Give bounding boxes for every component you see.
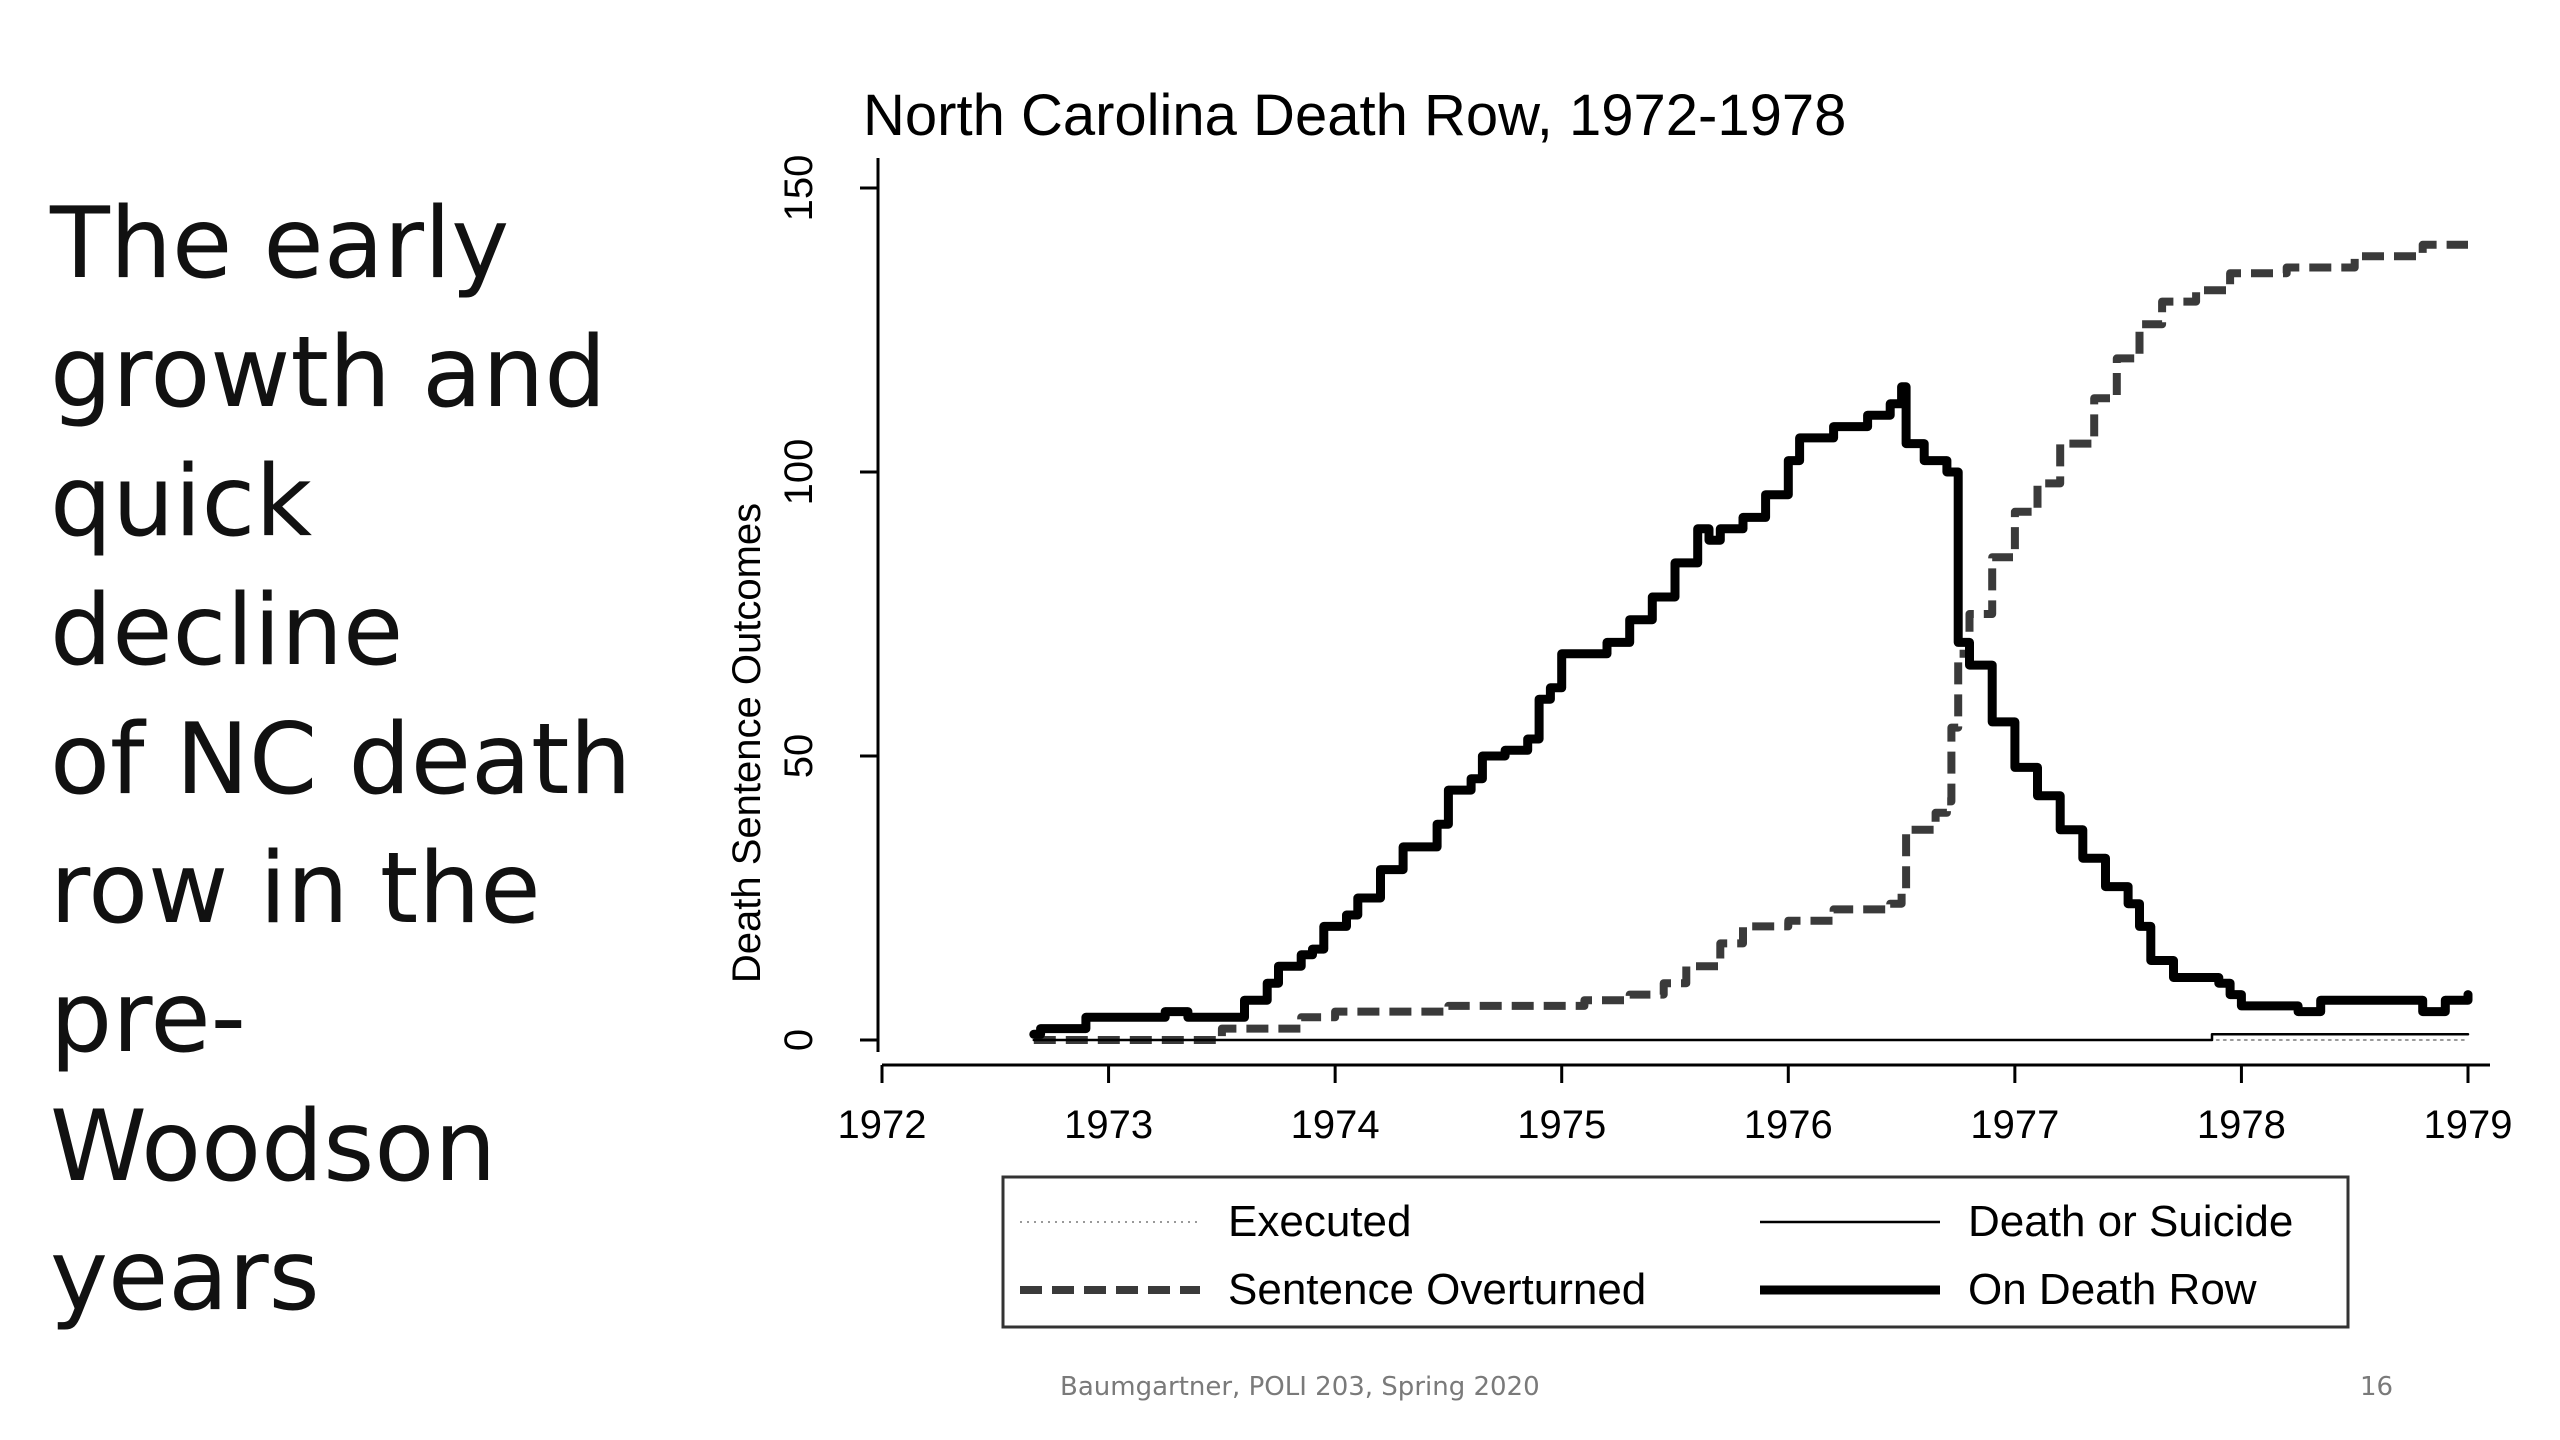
y-axis-label: Death Sentence Outcomes <box>725 503 769 983</box>
x-tick-label: 1976 <box>1744 1103 1833 1147</box>
series-line-sentence-overturned <box>1033 240 2468 1044</box>
heading-line: years <box>50 1219 320 1333</box>
heading-line: row in the <box>50 832 541 946</box>
x-tick-label: 1978 <box>2197 1103 2286 1147</box>
legend-box <box>1001 1175 2350 1329</box>
legend: Executed Sentence Overturned Death or Suic… <box>1001 1175 2350 1329</box>
series-line-on-death-row <box>1029 382 2473 1039</box>
legend-label: Sentence Overturned <box>1228 1265 1646 1314</box>
series-layer <box>1029 240 2473 1044</box>
x-tick-label: 1974 <box>1291 1103 1380 1147</box>
heading-line: pre- <box>50 961 246 1075</box>
x-tick-label: 1975 <box>1517 1103 1606 1147</box>
heading-line: growth and <box>50 316 607 430</box>
x-axis: 1972 1973 1974 1975 1976 1977 1978 1979 <box>838 1063 2513 1147</box>
heading-line: of NC death <box>50 703 632 817</box>
legend-label: Death or Suicide <box>1968 1197 2293 1246</box>
y-axis: 0 50 100 150 <box>777 155 880 1052</box>
y-tick-label: 0 <box>777 1029 821 1051</box>
legend-label: On Death Row <box>1968 1265 2257 1314</box>
heading-line: quick decline <box>50 445 404 688</box>
page-number: 16 <box>2360 1372 2394 1402</box>
y-tick-label: 100 <box>777 439 821 506</box>
slide-heading: The early growth and quick decline of NC de… <box>50 180 690 1341</box>
series-line-death-or-suicide <box>1032 1033 2470 1042</box>
y-tick-label: 50 <box>777 734 821 779</box>
y-tick-label: 150 <box>777 155 821 222</box>
chart-title: North Carolina Death Row, 1972-1978 <box>863 83 1846 148</box>
x-tick-label: 1977 <box>1970 1103 2059 1147</box>
legend-label: Executed <box>1228 1197 1411 1246</box>
heading-line: Woodson <box>50 1090 497 1204</box>
x-tick-label: 1972 <box>838 1103 927 1147</box>
x-tick-label: 1979 <box>2424 1103 2513 1147</box>
x-tick-label: 1973 <box>1064 1103 1153 1147</box>
heading-line: The early <box>50 187 510 301</box>
footer-text: Baumgartner, POLI 203, Spring 2020 <box>1060 1372 1540 1402</box>
